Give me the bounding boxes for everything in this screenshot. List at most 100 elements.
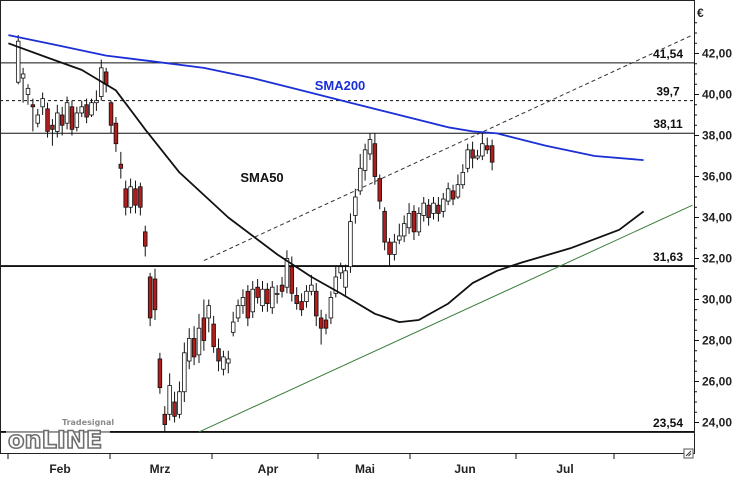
candle-body bbox=[250, 288, 255, 313]
horizontal-levels bbox=[0, 62, 694, 433]
candle-body bbox=[318, 317, 324, 329]
candle-body bbox=[465, 149, 470, 169]
candle-body bbox=[406, 212, 412, 229]
candle-body bbox=[353, 196, 358, 216]
candle-body bbox=[84, 104, 89, 118]
y-tick-label: 34,00 bbox=[702, 211, 732, 225]
candle-body bbox=[157, 358, 163, 389]
candle-body bbox=[74, 112, 80, 128]
candle-body bbox=[201, 317, 207, 341]
candle-body bbox=[20, 73, 26, 79]
candle-body bbox=[30, 104, 36, 108]
candle-body bbox=[304, 290, 309, 302]
candle-body bbox=[401, 223, 407, 237]
logo-small-text: Tradesignal bbox=[62, 418, 114, 427]
y-axis: 42,00 40,00 38,00 36,00 34,00 32,00 30,00 28,00… bbox=[694, 22, 732, 430]
candle-body bbox=[480, 143, 485, 157]
candle-body bbox=[470, 149, 475, 159]
candle-body bbox=[69, 106, 75, 130]
x-tick-label: Mai bbox=[355, 462, 375, 476]
candle-body bbox=[196, 327, 202, 356]
candle-body bbox=[15, 40, 21, 83]
candle-body bbox=[167, 385, 172, 415]
candle-body bbox=[357, 167, 363, 192]
candle-body bbox=[265, 288, 270, 304]
x-tick-label: Apr bbox=[258, 462, 279, 476]
candle-body bbox=[323, 319, 329, 329]
trendline-resistance-projection bbox=[203, 34, 693, 262]
y-tick-label: 32,00 bbox=[702, 252, 732, 266]
sma50-line bbox=[8, 42, 645, 323]
candle-body bbox=[294, 294, 299, 304]
candle-body bbox=[343, 270, 348, 288]
candle-body bbox=[211, 323, 216, 348]
candle-body bbox=[152, 278, 158, 311]
candle-body bbox=[362, 149, 368, 171]
candle-body bbox=[94, 100, 99, 104]
y-tick-label: 40,00 bbox=[702, 88, 732, 102]
moving-averages bbox=[8, 34, 645, 323]
candle-body bbox=[25, 87, 31, 95]
tradesignal-logo: Tradesignal onLINE bbox=[6, 416, 114, 455]
level-label: 38,11 bbox=[653, 117, 683, 131]
y-tick-label: 42,00 bbox=[702, 47, 732, 61]
candle-body bbox=[392, 241, 397, 255]
candle-body bbox=[411, 210, 417, 233]
sma200-line bbox=[8, 34, 644, 161]
candle-body bbox=[421, 202, 426, 216]
candle-body bbox=[397, 235, 402, 241]
candle-body bbox=[367, 139, 373, 155]
y-tick-label: 24,00 bbox=[702, 416, 732, 430]
candle-body bbox=[177, 391, 182, 415]
candle-body bbox=[103, 71, 109, 85]
candle-body bbox=[309, 284, 314, 292]
candle-body bbox=[372, 143, 378, 177]
candle-body bbox=[133, 188, 138, 206]
candle-body bbox=[235, 305, 241, 319]
candle-body bbox=[279, 284, 285, 292]
candle-body bbox=[441, 198, 446, 212]
y-tick-label: 36,00 bbox=[702, 170, 732, 184]
candle-body bbox=[416, 212, 422, 233]
candle-body bbox=[123, 188, 128, 208]
x-tick-label: Jun bbox=[454, 462, 475, 476]
candle-body bbox=[485, 145, 490, 151]
candle-body bbox=[289, 266, 295, 294]
candle-body bbox=[50, 124, 55, 130]
candle-body bbox=[338, 266, 343, 274]
candle-body bbox=[455, 184, 461, 198]
candle-body bbox=[206, 305, 211, 319]
annotations: 41,54 39,7 38,11 31,63 23,54 SMA200 SMA50 bbox=[240, 47, 683, 430]
y-tick-label: 26,00 bbox=[702, 375, 732, 389]
candle-body bbox=[55, 112, 60, 132]
candle-body bbox=[445, 188, 451, 202]
candle-body bbox=[59, 114, 65, 126]
y-tick-label: 30,00 bbox=[702, 293, 732, 307]
frame-border bbox=[0, 0, 695, 454]
candle-body bbox=[128, 186, 133, 208]
candle-body bbox=[270, 286, 275, 309]
y-tick-label: 38,00 bbox=[702, 129, 732, 143]
level-label: 23,54 bbox=[653, 416, 683, 430]
candle-body bbox=[118, 163, 124, 169]
logo-box bbox=[6, 416, 110, 450]
sma-label: SMA200 bbox=[315, 78, 366, 93]
x-tick-label: Feb bbox=[49, 462, 70, 476]
candle-body bbox=[328, 297, 334, 319]
sma-label: SMA50 bbox=[240, 170, 283, 185]
candle-body bbox=[255, 286, 260, 298]
logo-big-text: onLINE bbox=[8, 426, 102, 454]
candle-body bbox=[138, 186, 143, 208]
candle-body bbox=[113, 122, 119, 145]
candle-body bbox=[377, 178, 382, 202]
candle-body bbox=[147, 276, 153, 319]
candle-body bbox=[240, 297, 246, 307]
resize-corner-icon[interactable] bbox=[683, 448, 694, 459]
candle-body bbox=[162, 413, 168, 425]
candle-body bbox=[460, 171, 466, 186]
candle-body bbox=[108, 102, 114, 126]
candle-body bbox=[191, 338, 197, 358]
candle-body bbox=[226, 358, 231, 364]
